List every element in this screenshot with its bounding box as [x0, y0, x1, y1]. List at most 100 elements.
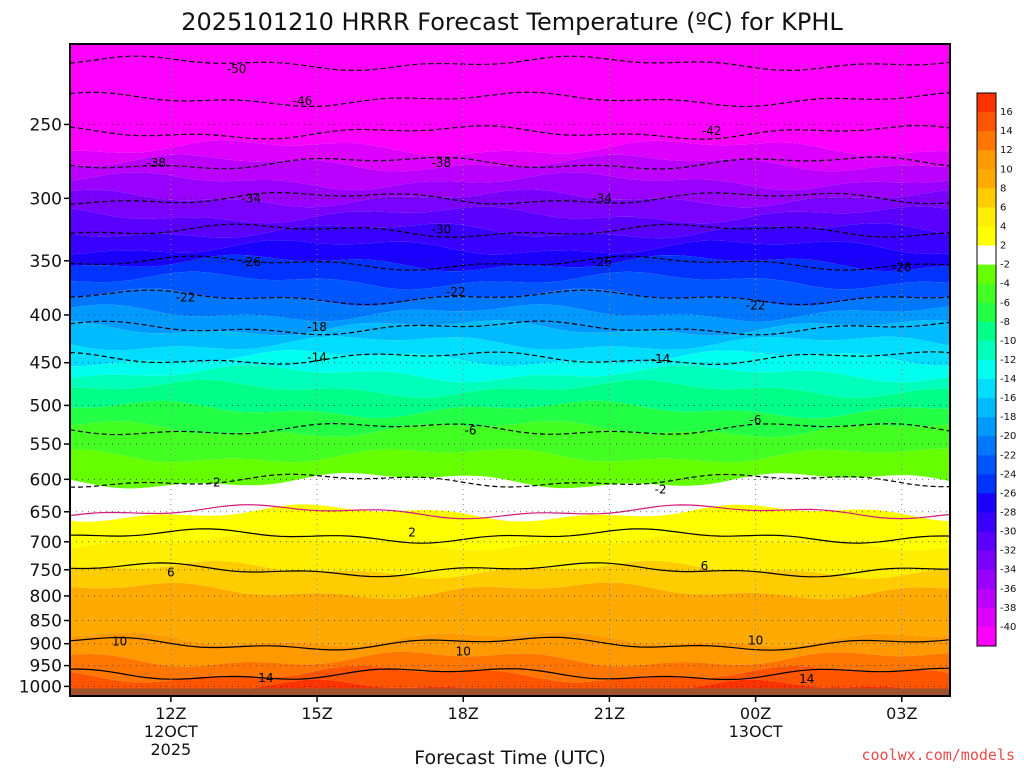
colorbar-swatch: [977, 455, 996, 475]
x-tick-label: 12Z: [155, 704, 186, 723]
x-tick-label: 15Z: [301, 704, 332, 723]
colorbar-tick-label: -14: [1000, 374, 1016, 385]
temperature-band: [70, 504, 950, 551]
temperature-band: [70, 271, 950, 307]
colorbar-tick-label: -18: [1000, 412, 1016, 423]
contour-line: [70, 156, 950, 170]
contour-label: -38: [431, 156, 451, 170]
contour-label: 14: [258, 671, 273, 685]
colorbar-tick-label: 14: [1000, 126, 1013, 137]
colorbar-tick-label: -16: [1000, 393, 1016, 404]
temperature-band: [70, 448, 950, 489]
contour-line: [70, 528, 950, 544]
y-tick-label: 250: [30, 115, 62, 135]
colorbar-tick-label: -24: [1000, 469, 1016, 480]
x-tick-label: 03Z: [886, 704, 917, 723]
colorbar-swatch: [977, 569, 996, 590]
contour-line: [70, 124, 950, 140]
colorbar-swatch: [977, 207, 996, 227]
plot-frame: [69, 43, 951, 697]
contour-label: -6: [750, 413, 762, 427]
contour-label: -50: [227, 62, 247, 76]
surface-strip: [70, 688, 950, 696]
colorbar-swatch: [977, 93, 996, 113]
colorbar-tick-label: -10: [1000, 336, 1016, 347]
temperature-band: [70, 665, 950, 696]
colorbar: 16 14 12 10 8 6 4 2 -2 -4 -6 -8 -10 -12 -14 -16 -18 -20 -2…: [976, 92, 1016, 647]
contour-label: -22: [176, 290, 196, 304]
colorbar-tick-label: -4: [1000, 279, 1010, 290]
colorbar-swatch: [977, 340, 996, 361]
colorbar-swatch: [977, 188, 996, 208]
temperature-band: [70, 304, 950, 336]
contour-label: 2: [408, 525, 416, 539]
y-tick-label: 700: [30, 533, 62, 553]
grid: [70, 44, 950, 696]
contour-line: [70, 320, 950, 336]
colorbar-swatch: [977, 283, 996, 304]
colorbar-tick-label: 6: [1000, 202, 1006, 213]
temperature-band: [70, 336, 950, 367]
colorbar-swatch: [977, 512, 996, 533]
contour-label: 6: [701, 559, 709, 573]
contour-line: [70, 473, 950, 488]
x-tick-label: 00Z: [740, 704, 771, 723]
colorbar-tick-label: -22: [1000, 450, 1016, 461]
contour-label: -30: [431, 223, 451, 237]
contour-label: -2: [655, 482, 667, 496]
contour-labels: -50-46-42-38 -38-34 -34-30-26 -26 -26-22 -22-…: [112, 62, 912, 686]
y-tick-label: 750: [30, 561, 62, 581]
y-tick-label: 500: [30, 396, 62, 416]
colorbar-tick-label: -30: [1000, 527, 1016, 538]
contour-line: [70, 289, 950, 306]
contour-label: -38: [146, 156, 166, 170]
colorbar-tick-label: -28: [1000, 508, 1016, 519]
contour-line: [70, 191, 950, 205]
colorbar-tick-label: 4: [1000, 221, 1006, 232]
y-tick-label: 850: [30, 612, 62, 632]
colorbar-swatch: [977, 264, 996, 285]
colorbar-tick-label: -20: [1000, 431, 1016, 442]
contour-label: -26: [892, 261, 912, 275]
x-tick-label: 2025: [151, 740, 192, 759]
colorbar-swatch: [977, 226, 996, 247]
contour-label: -26: [592, 255, 612, 269]
colorbar-tick-label: -26: [1000, 488, 1016, 499]
y-tick-label: 450: [30, 354, 62, 374]
temperature-band: [70, 560, 950, 600]
colorbar-tick-label: 16: [1000, 107, 1013, 118]
colorbar-swatch: [977, 588, 996, 609]
contour-label: 10: [748, 634, 763, 648]
colorbar-swatch: [977, 245, 996, 266]
colorbar-tick-label: -8: [1000, 317, 1010, 328]
x-tick-label: 21Z: [594, 704, 625, 723]
colorbar-swatch: [977, 417, 996, 437]
temperature-band: [70, 206, 950, 239]
contour-label: -6: [465, 424, 477, 438]
colorbar-swatch: [977, 169, 996, 189]
temperature-band: [70, 532, 950, 579]
colorbar-swatch: [977, 531, 996, 552]
contour-label: -26: [241, 255, 261, 269]
y-tick-label: 350: [30, 252, 62, 272]
x-axis-label: Forecast Time (UTC): [414, 747, 605, 768]
colorbar-swatch: [977, 626, 996, 647]
contour-line: [70, 255, 950, 271]
colorbar-tick-label: 12: [1000, 145, 1013, 156]
temperature-band: [70, 421, 950, 463]
colorbar-swatch: [977, 607, 996, 628]
colorbar-swatch: [977, 550, 996, 571]
temperature-band: [70, 473, 950, 522]
colorbar-tick-label: -2: [1000, 260, 1010, 271]
temperature-band: [70, 223, 950, 255]
contour-label: 14: [799, 672, 814, 686]
colorbar-swatch: [977, 112, 996, 132]
contour-label: -34: [592, 191, 612, 205]
colorbar-tick-label: -12: [1000, 355, 1016, 366]
contour-label: 10: [456, 645, 471, 659]
contour-line: [70, 636, 950, 651]
temperature-band: [70, 320, 950, 351]
temperature-band: [70, 379, 950, 419]
contour-label: 10: [112, 634, 127, 648]
temperature-band: [70, 189, 950, 224]
